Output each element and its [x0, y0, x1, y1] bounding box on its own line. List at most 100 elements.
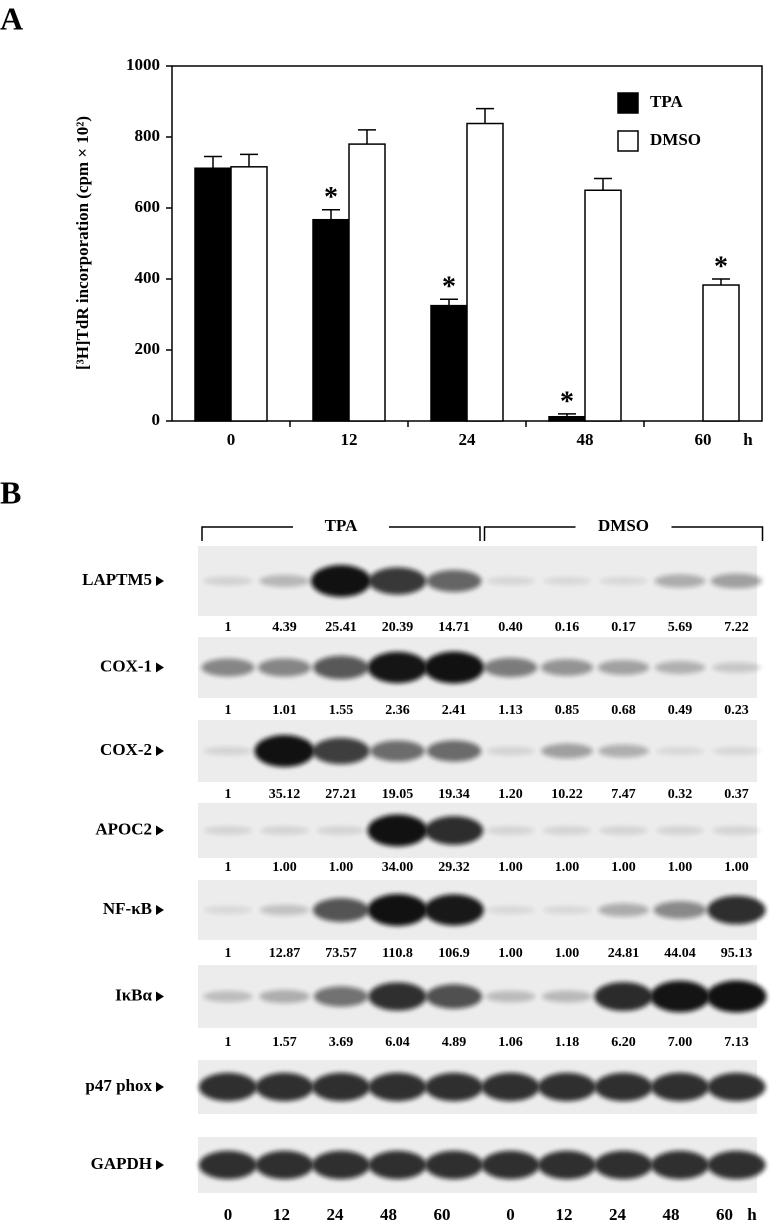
group-label: DMSO: [598, 516, 649, 535]
quantification: 7.47: [611, 787, 636, 802]
quantification: 1.00: [555, 946, 580, 961]
band: [203, 905, 253, 915]
lane-label: 24: [327, 1205, 345, 1224]
band: [424, 894, 484, 926]
quantification: 29.32: [438, 860, 470, 875]
panel-label: B: [0, 474, 21, 510]
band: [655, 746, 705, 756]
legend-swatch: [617, 130, 639, 152]
band: [712, 746, 761, 756]
protein-label: COX-2: [100, 740, 152, 759]
band: [542, 576, 592, 586]
band: [201, 658, 255, 677]
band: [424, 816, 484, 845]
band: [599, 576, 648, 586]
band: [542, 826, 592, 835]
quantification: 1.00: [668, 860, 693, 875]
band: [710, 573, 763, 589]
band: [425, 984, 483, 1009]
band: [313, 898, 369, 922]
band: [313, 986, 369, 1007]
group-label: TPA: [325, 516, 358, 535]
band: [483, 657, 538, 678]
band: [368, 982, 427, 1011]
band: [259, 989, 310, 1004]
quantification: 1.20: [498, 787, 523, 802]
band: [542, 905, 592, 915]
bar: [194, 167, 232, 422]
protein-label: COX-1: [100, 656, 152, 675]
bar: [548, 415, 586, 422]
quantification: 10.22: [551, 787, 583, 802]
band: [650, 1150, 710, 1180]
lane-label: 0: [506, 1205, 515, 1224]
band: [368, 1150, 427, 1180]
y-tick-label: 400: [135, 268, 161, 287]
band: [255, 1072, 314, 1102]
band: [655, 826, 705, 835]
band: [486, 746, 535, 756]
band: [537, 1072, 597, 1102]
band: [653, 901, 707, 919]
band: [254, 735, 315, 767]
quantification: 95.13: [721, 946, 753, 961]
significance-mark: *: [324, 182, 338, 213]
quantification: 0.16: [555, 620, 580, 635]
quantification: 1.18: [555, 1035, 580, 1050]
quantification: 34.00: [382, 860, 414, 875]
band: [598, 903, 649, 917]
quantification: 1.00: [498, 946, 523, 961]
band: [424, 1150, 484, 1180]
band: [311, 565, 371, 597]
band: [541, 743, 593, 759]
band: [711, 662, 762, 673]
lane-label: 0: [224, 1205, 233, 1224]
quantification: 1.06: [498, 1035, 523, 1050]
quantification: 1.57: [272, 1035, 297, 1050]
band: [707, 1150, 766, 1180]
quantification: 110.8: [382, 946, 413, 961]
band: [426, 570, 482, 592]
lane-label: 12: [556, 1205, 573, 1224]
band: [486, 576, 535, 586]
quantification: 7.13: [724, 1035, 749, 1050]
lane-label: 48: [663, 1205, 680, 1224]
band: [203, 990, 253, 1003]
protein-label: LAPTM5: [82, 570, 152, 589]
band: [486, 826, 535, 835]
legend-label: TPA: [650, 92, 683, 111]
band: [370, 740, 425, 762]
bar: [348, 143, 386, 422]
lane-label: 60: [434, 1205, 451, 1224]
lane-unit: h: [747, 1205, 757, 1224]
quantification: 1.00: [329, 860, 354, 875]
band: [311, 1072, 371, 1102]
band: [712, 826, 761, 835]
quantification: 27.21: [325, 787, 357, 802]
quantification: 44.04: [664, 946, 696, 961]
band: [650, 1072, 710, 1102]
quantification: 1.00: [555, 860, 580, 875]
significance-mark: *: [714, 251, 728, 282]
band: [540, 659, 594, 676]
quantification: 1.00: [611, 860, 636, 875]
band: [198, 1150, 258, 1180]
band: [203, 576, 253, 586]
y-axis-label: [³H]TdR incorporation (cpm × 10²): [73, 116, 92, 370]
quantification: 1.13: [498, 703, 523, 718]
quantification: 0.68: [611, 703, 636, 718]
quantification: 0.17: [611, 620, 636, 635]
legend-label: DMSO: [650, 130, 701, 149]
bar: [230, 166, 268, 422]
quantification: 1: [225, 620, 232, 635]
protein-label: NF-κB: [103, 899, 152, 918]
quantification: 6.04: [385, 1035, 410, 1050]
quantification: 14.71: [438, 620, 470, 635]
y-tick-label: 1000: [126, 55, 160, 74]
lane-label: 24: [609, 1205, 627, 1224]
band: [707, 1072, 766, 1102]
quantification: 1.00: [498, 860, 523, 875]
bar: [466, 122, 504, 422]
band: [311, 1150, 371, 1180]
